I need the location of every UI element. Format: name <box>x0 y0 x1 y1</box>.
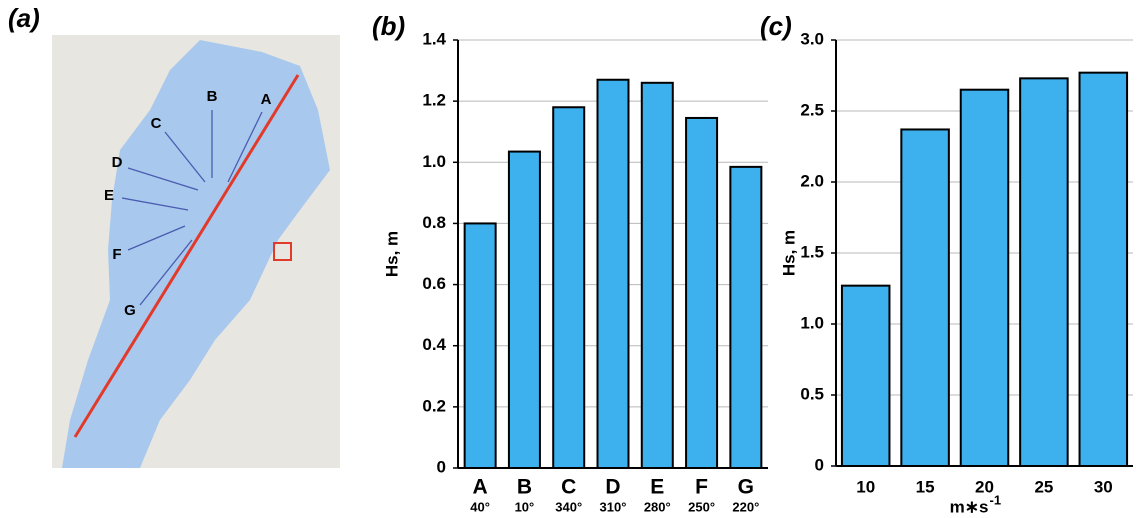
x-tick-label: F <box>695 476 708 499</box>
x-tick-label: 30 <box>1094 477 1113 496</box>
site-marker <box>273 242 292 261</box>
x-tick-label: 10 <box>856 477 875 496</box>
y-tick-label: 1.0 <box>800 313 824 332</box>
fetch-label: E <box>104 187 114 204</box>
y-tick-label: 0.2 <box>422 396 446 415</box>
y-tick-label: 0.5 <box>800 384 824 403</box>
y-tick-label: 1.5 <box>800 242 824 261</box>
map: (a) <box>8 3 340 468</box>
fetch-label: A <box>261 91 272 108</box>
y-tick-label: 0.4 <box>422 335 446 354</box>
x-axis-title: m∗s <box>950 497 989 516</box>
bar <box>959 88 1010 467</box>
x-tick-sublabel: 10° <box>515 499 535 514</box>
fetch-arrows <box>121 110 263 306</box>
map-sea <box>62 40 330 468</box>
bar <box>729 165 763 469</box>
transect-line <box>73 74 300 438</box>
x-tick-label: E <box>650 476 664 499</box>
fetch-label: F <box>112 246 121 263</box>
x-tick-sublabel: 220° <box>732 499 759 514</box>
bar <box>463 222 497 469</box>
bar <box>840 284 891 467</box>
x-tick-sublabel: 310° <box>600 499 627 514</box>
fetch-label: G <box>124 302 136 319</box>
bar <box>900 128 950 468</box>
y-tick-label: 0 <box>815 455 824 474</box>
x-tick-label: 15 <box>916 477 935 496</box>
x-tick-label: A <box>473 476 488 499</box>
panel-label: (a) <box>8 3 40 33</box>
bar <box>596 78 630 469</box>
x-tick-label: 25 <box>1034 477 1053 496</box>
x-tick-sublabel: 40° <box>470 499 490 514</box>
y-axis-title: Hs, m <box>779 230 798 276</box>
bar <box>640 81 674 470</box>
y-tick-label: 0.8 <box>422 213 446 232</box>
panel-label: (b) <box>372 11 405 41</box>
y-tick-label: 1.2 <box>422 91 446 110</box>
x-tick-label: C <box>561 476 576 499</box>
bar <box>685 116 719 469</box>
y-tick-label: 0.6 <box>422 274 446 293</box>
y-axis-title: Hs, m <box>382 231 401 277</box>
fetch-label: D <box>112 154 123 171</box>
x-tick-sublabel: 340° <box>555 499 582 514</box>
y-tick-label: 3.0 <box>800 29 824 48</box>
y-tick-label: 1.4 <box>422 29 446 48</box>
x-tick-label: 20 <box>975 477 994 496</box>
bar <box>552 106 586 469</box>
y-tick-label: 2.0 <box>800 171 824 190</box>
x-tick-label: B <box>517 476 532 499</box>
x-tick-label: D <box>605 476 620 499</box>
fetch-label: B <box>207 88 218 105</box>
y-tick-label: 1.0 <box>422 152 446 171</box>
x-axis-title-superscript: -1 <box>990 492 1002 507</box>
x-tick-sublabel: 280° <box>644 499 671 514</box>
x-tick-sublabel: 250° <box>688 499 715 514</box>
x-tick-label: G <box>738 476 754 499</box>
panel-label: (c) <box>760 11 792 41</box>
bar <box>507 150 541 469</box>
y-tick-label: 0 <box>437 457 446 476</box>
bar <box>1078 71 1129 467</box>
fetch-label: C <box>151 115 162 132</box>
bar <box>1019 77 1069 467</box>
y-tick-label: 2.5 <box>800 100 824 119</box>
